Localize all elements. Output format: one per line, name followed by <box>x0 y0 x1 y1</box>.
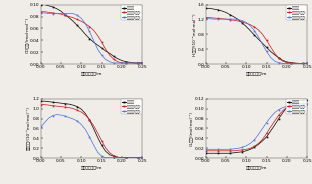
Y-axis label: O₂浓度/(mol·mol⁻¹): O₂浓度/(mol·mol⁻¹) <box>189 111 193 146</box>
X-axis label: 喷口径向位置/m: 喷口径向位置/m <box>246 165 267 169</box>
Y-axis label: H₂浓度/(10⁻²mol·mol⁻¹): H₂浓度/(10⁻²mol·mol⁻¹) <box>192 13 196 56</box>
Y-axis label: CO浓度/(mol·mol⁻¹): CO浓度/(mol·mol⁻¹) <box>24 16 28 52</box>
X-axis label: 喷口径向位置/m: 喷口径向位置/m <box>246 71 267 75</box>
X-axis label: 喷口径向位置/m: 喷口径向位置/m <box>81 165 102 169</box>
Legend: 无中心风, 有中心风(直流), 有中心风(旋流): 无中心风, 有中心风(直流), 有中心风(旋流) <box>121 5 142 20</box>
Legend: 无中心风, 有中心风(直流), 有中心风(旋流): 无中心风, 有中心风(直流), 有中心风(旋流) <box>121 99 142 114</box>
Y-axis label: 燃料浓度/(10⁻³mol·mol⁻¹): 燃料浓度/(10⁻³mol·mol⁻¹) <box>27 107 31 151</box>
X-axis label: 喷口径向位置/m: 喷口径向位置/m <box>81 71 102 75</box>
Legend: 无中心风, 有中心风(直流), 有中心风(旋流): 无中心风, 有中心风(直流), 有中心风(旋流) <box>286 99 307 114</box>
Legend: 无中心风, 有中心风(直流), 有中心风(旋流): 无中心风, 有中心风(直流), 有中心风(旋流) <box>286 5 307 20</box>
